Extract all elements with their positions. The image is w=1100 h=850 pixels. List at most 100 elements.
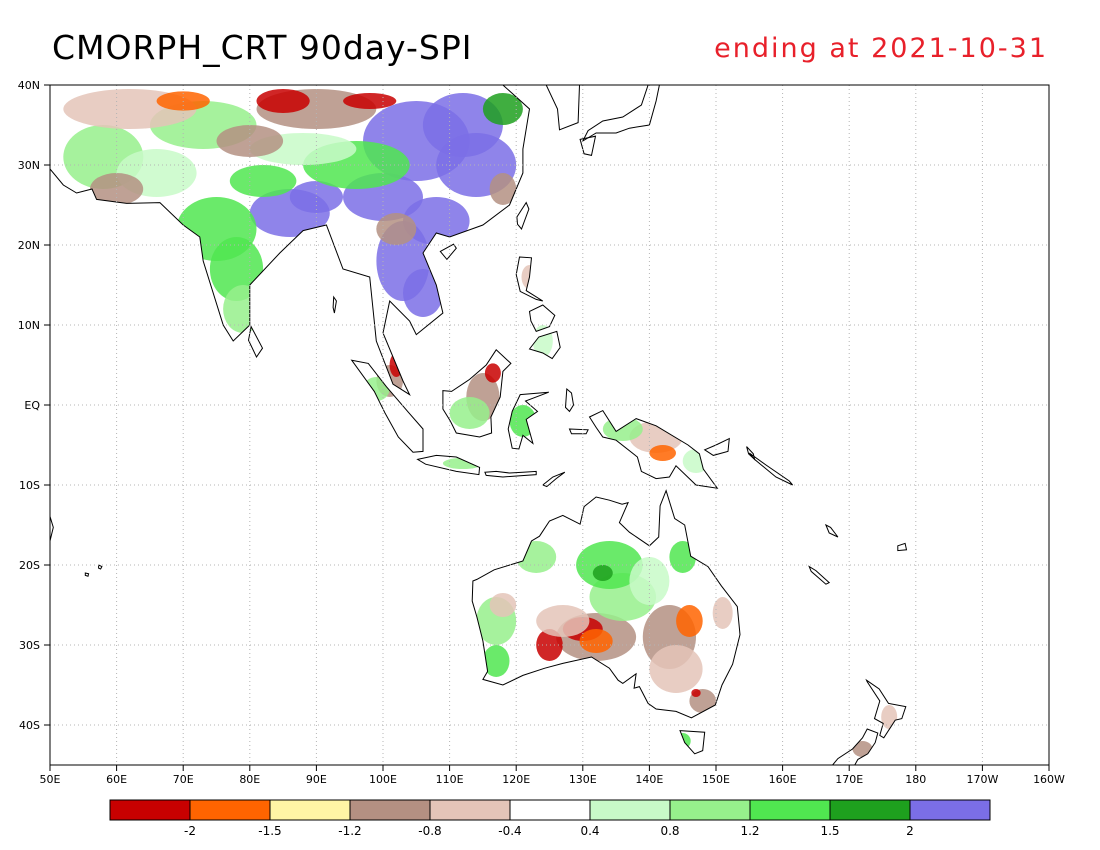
spi-patch (223, 285, 264, 333)
spi-patch (403, 269, 443, 317)
land-visayas (529, 305, 555, 332)
lon-label: 170W (966, 773, 998, 786)
colorbar-swatch (109, 799, 191, 821)
coastline-japan (581, 85, 660, 143)
land-korea (546, 85, 580, 130)
land-seram (569, 429, 589, 434)
coastline-borneo (442, 349, 512, 438)
spi-patch (691, 689, 701, 697)
spi-patch (484, 363, 501, 383)
lon-label: 70E (173, 773, 194, 786)
spi-patch (676, 605, 703, 637)
coastline-srilanka (247, 325, 264, 359)
coastline-fiji (897, 542, 908, 552)
land-newbritain (704, 438, 730, 456)
colorbar-swatch (829, 799, 911, 821)
map-title: CMORPH_CRT 90day-SPI (52, 28, 473, 67)
spi-patch (482, 645, 510, 677)
coastline-newguinea (588, 409, 719, 489)
lat-label: 30N (18, 159, 40, 172)
spi-patch (489, 173, 517, 205)
land-taiwan (516, 202, 529, 229)
lon-label: 180 (905, 773, 926, 786)
coastline-taiwan (516, 201, 530, 230)
coastline-andaman (332, 295, 337, 314)
coastline-australia (471, 489, 741, 719)
spi-patch (449, 397, 490, 429)
coastline-newbritain (703, 437, 730, 456)
colorbar-label: 2 (906, 824, 914, 838)
coastline-mindanao (528, 330, 561, 360)
colorbar-swatch (429, 799, 511, 821)
spi-patch (256, 89, 310, 113)
lon-label: 170E (835, 773, 863, 786)
land-bougain (746, 446, 755, 460)
colorbar (109, 799, 991, 821)
date-label: ending at 2021-10-31 (714, 33, 1048, 64)
spi-patch (579, 629, 613, 653)
colorbar-swatch (749, 799, 831, 821)
coastline-bougain (746, 446, 756, 461)
colorbar-swatch (509, 799, 591, 821)
coastline-vanuatu (824, 523, 839, 538)
coastline-mauritius (98, 564, 103, 570)
gridlines (50, 85, 1049, 765)
lon-label: 120E (502, 773, 530, 786)
coastline-seram (568, 428, 589, 435)
coastline-luzon (515, 256, 544, 302)
land-nusa (484, 471, 537, 477)
lon-label: 130E (569, 773, 597, 786)
coastline-visayas (528, 304, 556, 333)
coastline-java (416, 454, 481, 476)
spi-shading-layer (63, 89, 898, 757)
coastline-sumatra (350, 359, 424, 453)
lat-label: EQ (24, 399, 40, 412)
coastline-nusa (484, 470, 537, 478)
colorbar-label: 0.8 (660, 824, 679, 838)
colorbar-swatch (269, 799, 351, 821)
lat-label: 30S (19, 639, 40, 652)
spi-patch (343, 93, 397, 109)
land-srilanka (248, 326, 263, 357)
coastline-newcal (808, 565, 831, 585)
spi-patch (682, 449, 710, 473)
colorbar-swatch (589, 799, 671, 821)
coastline-korea (545, 85, 581, 131)
land-newcal (809, 566, 830, 585)
colorbar-label: -2 (184, 824, 196, 838)
lat-label: 40N (18, 79, 40, 92)
lon-label: 160E (769, 773, 797, 786)
spi-patch (576, 541, 643, 589)
latitude-labels: 40N 30N 20N 10N EQ 10S 20S 30S 40S (18, 79, 50, 732)
map-area (50, 85, 1049, 765)
colorbar-swatch (349, 799, 431, 821)
colorbar-label: -1.2 (338, 824, 361, 838)
colorbar-swatch (909, 799, 991, 821)
spi-patch (489, 593, 517, 617)
coastline-asia (50, 85, 531, 396)
lat-label: 40S (19, 719, 40, 732)
coastline-layer (50, 85, 908, 765)
map-frame (49, 84, 1050, 766)
spi-patch (712, 597, 733, 629)
coastline-nzn (865, 678, 907, 739)
spi-patch (592, 565, 613, 581)
colorbar-swatch (669, 799, 751, 821)
coastline-tasmania (679, 730, 706, 755)
colorbar-label: -0.4 (498, 824, 521, 838)
land-luzon (516, 257, 543, 301)
coastline-madagascar (50, 514, 54, 543)
lat-label: 20N (18, 239, 40, 252)
lon-label: 60E (106, 773, 127, 786)
coastline-hainan (439, 243, 457, 261)
spi-patch (852, 741, 873, 757)
spi-patch (376, 213, 417, 245)
land-vanuatu (825, 525, 838, 537)
colorbar-label: 0.4 (580, 824, 599, 838)
coastline-reunion (84, 572, 90, 577)
spi-patch (509, 405, 537, 437)
coastline-halmahera (564, 387, 575, 413)
lon-label: 110E (436, 773, 464, 786)
coastline-nzs (831, 728, 879, 765)
spi-patch (482, 93, 523, 125)
